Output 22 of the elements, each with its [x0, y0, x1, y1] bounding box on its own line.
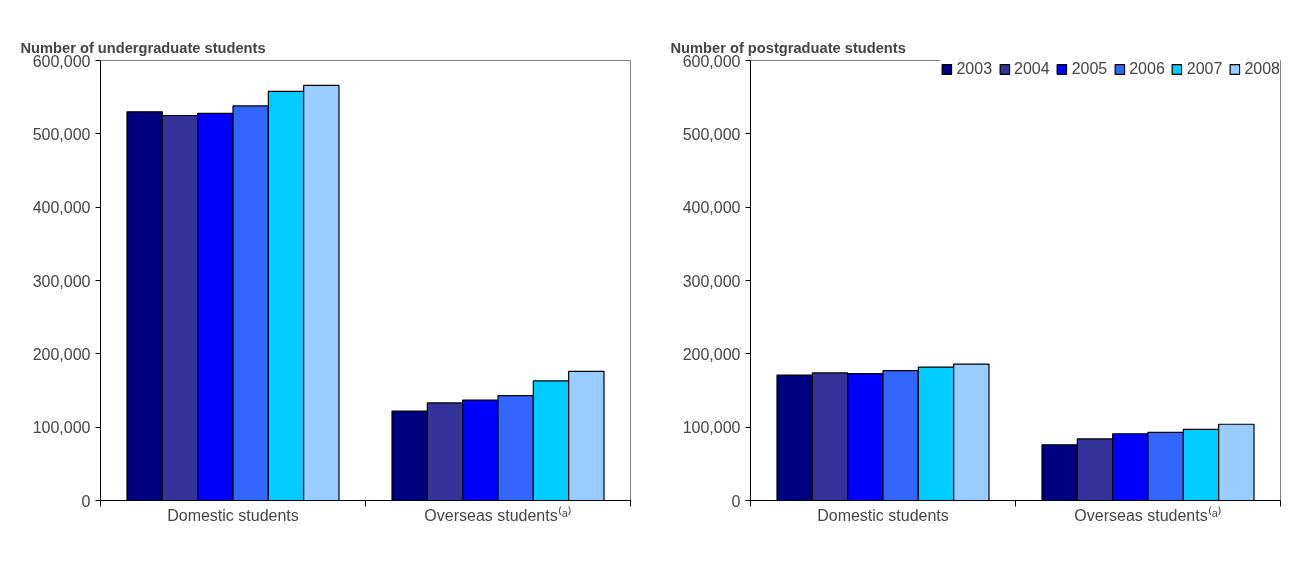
legend-label: 2005 [1071, 60, 1108, 78]
y-tick-label: 100,000 [32, 419, 91, 437]
y-tick-label: 0 [81, 492, 91, 510]
y-tick-label: 300,000 [32, 272, 91, 290]
x-tick-label: Overseas students⁽ᵃ⁾ [1074, 505, 1222, 524]
x-tick-label: Domestic students [167, 506, 299, 524]
legend-label: 2003 [956, 60, 993, 78]
y-tick-label: 300,000 [682, 272, 741, 290]
y-tick-label: 100,000 [682, 419, 741, 437]
legend-label: 2006 [1129, 60, 1165, 78]
x-tick-label: Overseas students⁽ᵃ⁾ [424, 505, 572, 524]
legend-label: 2008 [1244, 60, 1280, 78]
y-tick-label: 200,000 [32, 345, 91, 363]
y-tick-label: 500,000 [32, 125, 91, 143]
x-tick-label: Domestic students [817, 506, 949, 524]
y-tick-label: 400,000 [32, 199, 91, 217]
y-tick-label: 500,000 [682, 125, 741, 143]
y-tick-label: 0 [731, 492, 741, 510]
legend-label: 2004 [1014, 60, 1050, 78]
y-tick-label: 200,000 [682, 345, 741, 363]
y-tick-label: 400,000 [682, 199, 741, 217]
legend-label: 2007 [1186, 60, 1223, 78]
